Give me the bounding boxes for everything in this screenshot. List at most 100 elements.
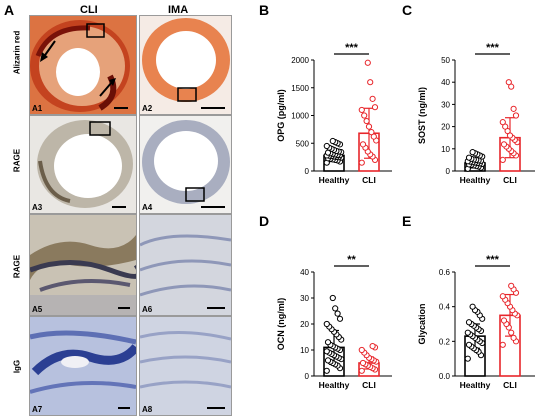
data-point	[499, 119, 506, 126]
data-point	[367, 79, 374, 86]
data-point	[469, 149, 476, 156]
panel-e-label: E	[402, 213, 412, 229]
y-tick-label: 20	[300, 320, 309, 329]
x-tick-label: Healthy	[460, 175, 491, 185]
micrograph-a4: A4	[139, 115, 232, 214]
data-point	[359, 141, 367, 148]
y-tick-label: 50	[441, 56, 450, 65]
data-point	[358, 346, 365, 354]
tile-label-a4: A4	[142, 203, 153, 212]
rage-cli-zoom-image	[30, 215, 136, 315]
data-point	[363, 117, 370, 125]
row-label-igg: IgG	[12, 359, 22, 374]
data-point	[469, 303, 476, 310]
data-point	[329, 137, 336, 145]
data-point	[505, 79, 512, 86]
data-point	[361, 112, 368, 119]
micrograph-a1: A1	[29, 15, 137, 115]
y-tick-label: 2000	[291, 56, 309, 65]
data-point	[464, 329, 471, 336]
y-tick-label: 1500	[291, 84, 309, 93]
data-point	[323, 320, 330, 328]
tile-label-a5: A5	[32, 305, 43, 314]
significance-marker: ***	[345, 42, 359, 54]
igg-ima-zoom-image	[140, 317, 231, 415]
data-point	[499, 156, 506, 163]
tile-label-a3: A3	[32, 203, 43, 212]
y-tick-label: 0	[446, 167, 451, 176]
chart-sost: 0 10 20 30 40 50 SOST (ng/ml) Healthy CLI ***	[417, 42, 535, 185]
tile-label-a2: A2	[142, 104, 153, 113]
data-point	[510, 105, 517, 112]
data-point	[508, 282, 515, 289]
rage-ima-zoom-image	[140, 215, 231, 315]
panel-c-label: C	[402, 2, 413, 18]
micrograph-a7: A7	[29, 316, 137, 416]
y-tick-label: 30	[441, 100, 450, 109]
y-tick-label: 0.4	[439, 303, 451, 312]
data-point	[465, 319, 473, 326]
tile-label-a7: A7	[32, 405, 43, 414]
y-tick-label: 30	[300, 294, 309, 303]
micrograph-a8: A8	[139, 316, 232, 416]
scale-bar	[118, 307, 130, 309]
micrograph-a2: A2	[139, 15, 232, 115]
data-point	[364, 59, 371, 66]
data-point	[358, 159, 365, 166]
y-axis-label: Glycation	[417, 303, 427, 344]
y-tick-label: 1000	[291, 112, 309, 121]
scale-bar	[118, 407, 130, 409]
data-point	[323, 142, 330, 150]
data-point	[369, 343, 376, 350]
tile-label-a6: A6	[142, 305, 153, 314]
y-tick-label: 0.6	[439, 268, 451, 277]
panel-b-label: B	[259, 2, 270, 18]
x-tick-label: Healthy	[319, 380, 350, 390]
data-point	[358, 106, 365, 114]
data-point	[510, 334, 517, 341]
data-point	[332, 305, 339, 312]
row-label-rage-1: RAGE	[12, 148, 22, 173]
x-tick-label: CLI	[362, 175, 376, 185]
data-point	[499, 341, 506, 348]
micrograph-a6: A6	[139, 214, 232, 316]
data-point	[323, 367, 330, 374]
y-axis-label: OPG (pg/ml)	[276, 89, 286, 142]
y-tick-label: 10	[441, 145, 450, 154]
y-tick-label: 40	[441, 78, 450, 87]
data-point	[323, 348, 330, 355]
rage-ima-image	[140, 116, 231, 213]
chart-glycation: 0.0 0.2 0.4 0.6 Glycation Healthy CLI ***	[417, 254, 535, 390]
significance-marker: **	[347, 254, 356, 266]
significance-marker: ***	[486, 254, 500, 266]
y-tick-label: 40	[300, 268, 309, 277]
chart-ocn: 0 10 20 30 40 OCN (ng/ml) Healthy CLI **	[276, 254, 392, 390]
data-point	[336, 315, 344, 322]
y-tick-label: 0.2	[439, 337, 451, 346]
x-tick-label: Healthy	[319, 175, 350, 185]
data-point	[500, 317, 508, 324]
micrograph-a5: A5	[29, 214, 137, 316]
alizarin-ima-image	[140, 16, 231, 114]
y-tick-label: 0	[305, 372, 310, 381]
data-point	[324, 357, 332, 364]
panel-d-label: D	[259, 213, 270, 229]
chart-opg: 0 500 1000 1500 2000 OPG (pg/ml) Healthy CLI ***	[276, 42, 392, 185]
data-point	[368, 129, 375, 136]
data-point	[365, 123, 373, 130]
data-point	[369, 95, 376, 102]
data-point	[500, 141, 508, 148]
y-tick-label: 500	[296, 139, 310, 148]
x-tick-label: CLI	[503, 175, 517, 185]
row-label-rage-2: RAGE	[12, 254, 22, 279]
alizarin-cli-image	[30, 16, 136, 114]
data-point	[324, 339, 332, 346]
y-tick-label: 0.0	[439, 372, 451, 381]
data-point	[465, 154, 473, 161]
data-point	[371, 104, 379, 111]
column-header-cli: CLI	[80, 4, 98, 16]
y-axis-label: SOST (ng/ml)	[417, 87, 427, 144]
column-header-ima: IMA	[168, 4, 189, 16]
panel-a-label: A	[4, 2, 15, 18]
data-point	[334, 310, 341, 317]
